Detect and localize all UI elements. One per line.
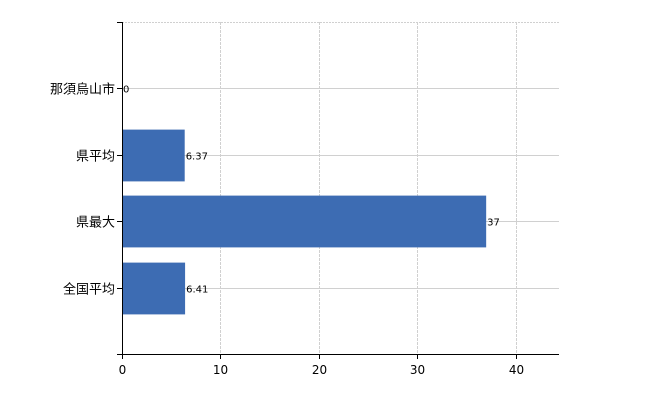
x-tick-label: 0 (119, 363, 127, 377)
data-label: 6.37 (186, 152, 208, 163)
x-tick-label: 30 (410, 363, 425, 377)
bar (122, 195, 487, 248)
category-label: 県平均 (76, 150, 115, 165)
x-tick-label: 40 (509, 363, 524, 377)
x-tick-label: 20 (312, 363, 327, 377)
bar (122, 262, 186, 315)
data-label: 6.41 (186, 285, 208, 296)
bar (122, 129, 185, 182)
category-label: 県最大 (76, 216, 115, 231)
data-label: 0 (123, 85, 129, 96)
data-label: 37 (487, 218, 500, 229)
x-tick-label: 10 (213, 363, 228, 377)
category-label: 全国平均 (63, 282, 115, 298)
category-label: 那須烏山市 (50, 82, 115, 98)
